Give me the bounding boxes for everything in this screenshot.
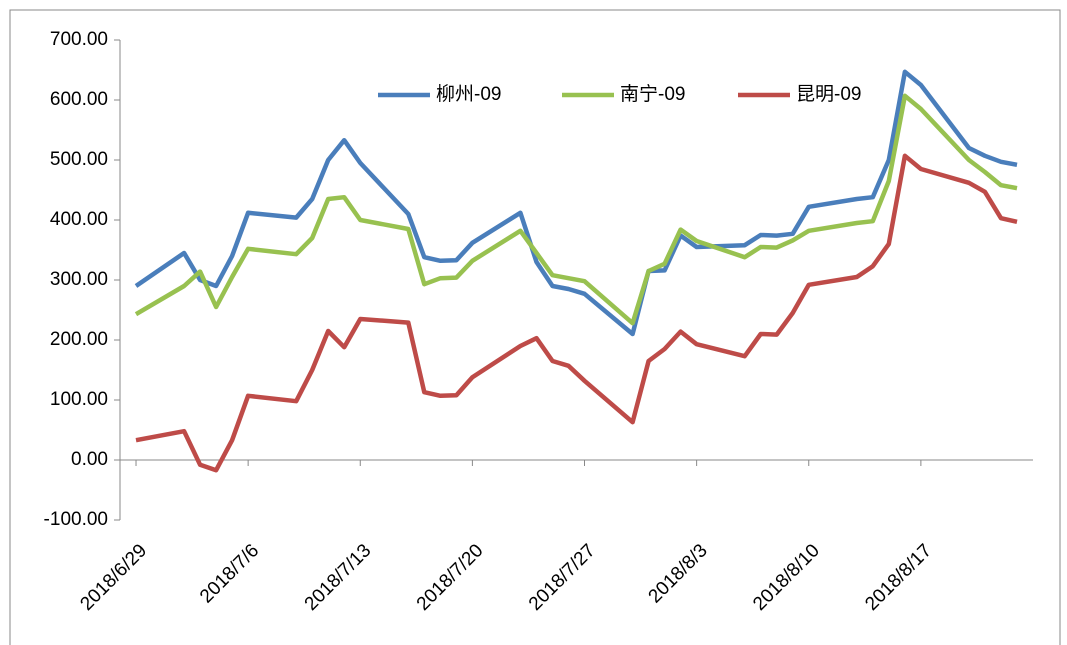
- y-tick-label: 600.00: [50, 89, 108, 110]
- series-line: [134, 69, 1018, 337]
- chart-frame: [9, 9, 1061, 645]
- series-line: [135, 153, 1018, 473]
- x-tick-label: 2018/8/17: [861, 540, 936, 615]
- legend-label: 昆明-09: [796, 84, 861, 105]
- x-tick-label: 2018/6/29: [76, 540, 151, 615]
- legend-label: 柳州-09: [436, 83, 501, 105]
- y-tick-label: 700.00: [50, 29, 108, 50]
- y-tick-label: 200.00: [50, 329, 108, 350]
- x-tick-label: 2018/7/20: [413, 540, 488, 615]
- y-tick-label: 500.00: [50, 149, 108, 170]
- legend-label: 南宁-09: [620, 83, 685, 105]
- x-tick-label: 2018/8/3: [645, 540, 712, 607]
- series-line: [134, 93, 1018, 326]
- x-tick-label: 2018/8/10: [749, 540, 824, 615]
- y-tick-label: 400.00: [50, 209, 108, 230]
- y-tick-label: 0.00: [71, 449, 108, 470]
- x-tick-label: 2018/7/27: [525, 540, 600, 615]
- x-tick-label: 2018/7/13: [301, 540, 376, 615]
- y-tick-label: 300.00: [50, 269, 108, 290]
- y-tick-label: -100.00: [44, 509, 108, 530]
- y-tick-label: 100.00: [50, 389, 108, 410]
- x-tick-label: 2018/7/6: [196, 540, 263, 607]
